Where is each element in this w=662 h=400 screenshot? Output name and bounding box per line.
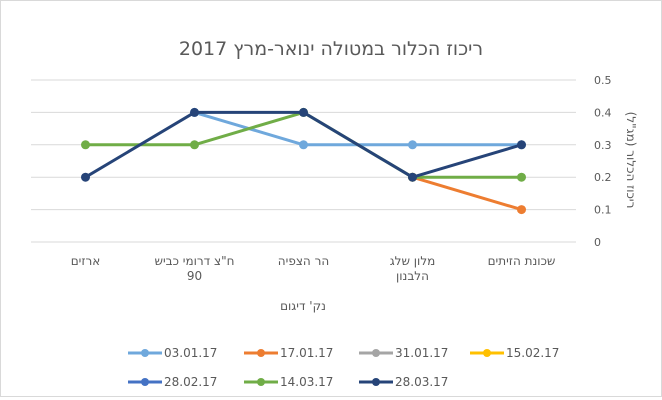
legend-marker bbox=[141, 349, 149, 357]
series-17.01.17 bbox=[408, 172, 526, 215]
x-category-label: מלון שלג bbox=[390, 254, 436, 268]
series-line bbox=[412, 175, 522, 212]
legend-item: 14.03.17 bbox=[244, 375, 333, 389]
legend-label: 03.01.17 bbox=[164, 346, 217, 360]
data-point bbox=[517, 140, 526, 150]
data-point bbox=[408, 140, 417, 150]
legend-label: 28.02.17 bbox=[164, 375, 217, 389]
legend-item: 31.01.17 bbox=[359, 346, 448, 360]
x-category-label: הר הצפיה bbox=[278, 254, 329, 268]
x-category-label: 90 bbox=[187, 269, 202, 283]
legend-marker bbox=[257, 378, 265, 386]
data-point bbox=[517, 172, 526, 182]
legend-item: 15.02.17 bbox=[470, 346, 559, 360]
x-category-label: שכונת הזיתים bbox=[488, 254, 556, 268]
data-point bbox=[299, 107, 308, 117]
data-point bbox=[190, 107, 199, 117]
y-tick-label: 0.4 bbox=[594, 106, 612, 119]
x-category-label: הלבנון bbox=[396, 269, 429, 283]
legend-label: 15.02.17 bbox=[506, 346, 559, 360]
data-point bbox=[299, 140, 308, 150]
legend-marker bbox=[483, 349, 491, 357]
series-lines bbox=[81, 107, 526, 215]
data-point bbox=[190, 140, 199, 150]
legend-item: 28.02.17 bbox=[128, 375, 217, 389]
legend-label: 14.03.17 bbox=[280, 375, 333, 389]
y-tick-label: 0.5 bbox=[594, 74, 612, 87]
y-tick-label: 0.1 bbox=[594, 204, 612, 217]
legend-marker bbox=[257, 349, 265, 357]
data-point bbox=[81, 140, 90, 150]
y-tick-label: 0 bbox=[594, 236, 601, 249]
legend: 03.01.17 17.01.17 31.01.17 15.02.17 28.02.17… bbox=[128, 346, 559, 389]
legend-marker bbox=[372, 349, 380, 357]
legend-label: 31.01.17 bbox=[395, 346, 448, 360]
legend-label: 17.01.17 bbox=[280, 346, 333, 360]
legend-item: 28.03.17 bbox=[359, 375, 448, 389]
data-point bbox=[81, 172, 90, 182]
y-tick-labels: 0 0.1 0.2 0.3 0.4 0.5 bbox=[594, 74, 612, 249]
legend-item: 03.01.17 bbox=[128, 346, 217, 360]
legend-label: 28.03.17 bbox=[395, 375, 448, 389]
legend-item: 17.01.17 bbox=[244, 346, 333, 360]
y-tick-label: 0.2 bbox=[594, 171, 612, 184]
x-category-label: ח"צ דרומי כביש bbox=[154, 254, 234, 268]
series-line bbox=[194, 110, 522, 147]
chart-title: ריכוז הכלור במטולה ינואר-מרץ 2017 bbox=[179, 38, 483, 60]
x-category-label: ארזים bbox=[71, 254, 101, 268]
data-point bbox=[517, 205, 526, 215]
data-point bbox=[408, 172, 417, 182]
legend-marker bbox=[372, 378, 380, 386]
y-tick-label: 0.3 bbox=[594, 139, 612, 152]
series-28.03.17 bbox=[81, 107, 526, 182]
y-axis-label: ריכוז הכלור (מג"ל) bbox=[624, 112, 638, 209]
x-axis-label: נק' דיגום bbox=[280, 299, 326, 313]
legend-marker bbox=[141, 378, 149, 386]
